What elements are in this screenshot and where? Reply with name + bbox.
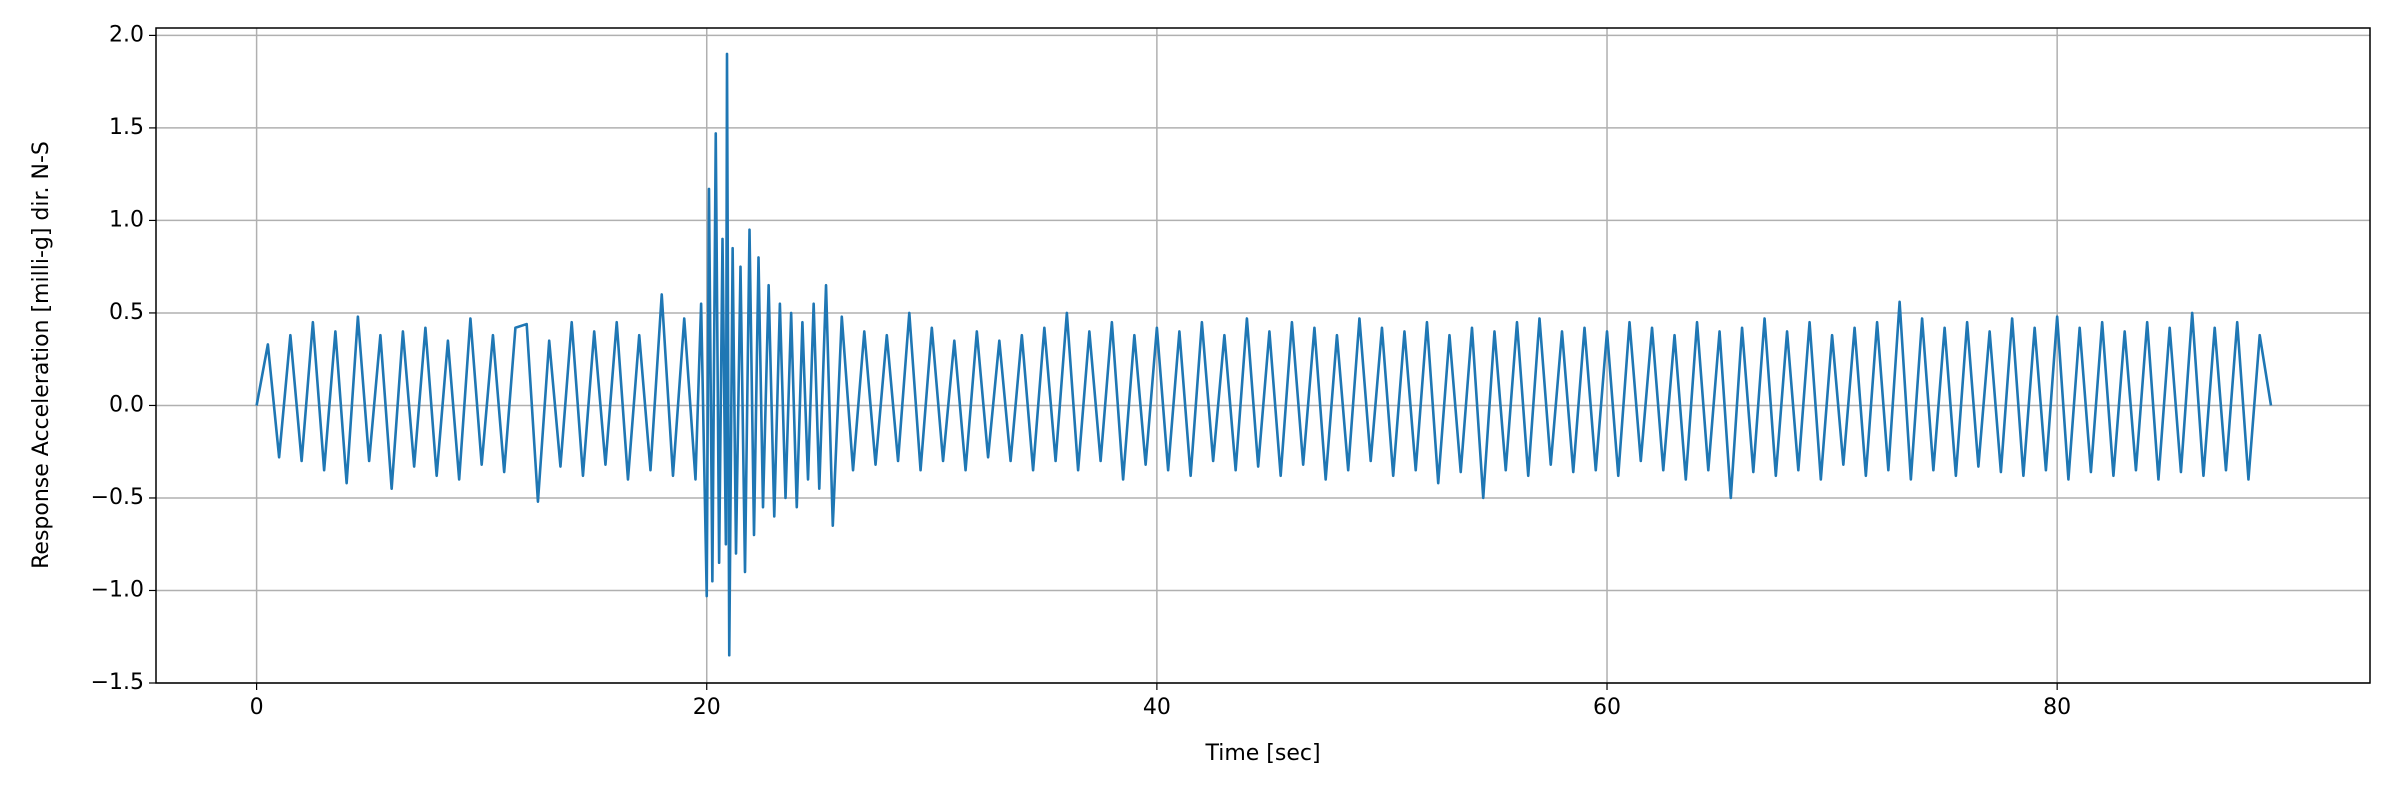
x-tick-label: 0 <box>250 695 264 720</box>
y-tick-label: 1.0 <box>109 207 144 232</box>
y-axis-label: Response Acceleration [milli-g] dir. N-S <box>29 141 54 569</box>
y-tick-label: 0.0 <box>109 392 144 417</box>
x-tick-label: 60 <box>1593 695 1621 720</box>
data-line <box>255 52 2273 657</box>
y-tick-label: −0.5 <box>91 485 144 510</box>
y-tick-label: −1.0 <box>91 577 144 602</box>
x-tick-label: 20 <box>693 695 721 720</box>
x-tick-label: 40 <box>1143 695 1171 720</box>
y-tick-label: −1.5 <box>91 670 144 695</box>
y-tick-label: 0.5 <box>109 300 144 325</box>
x-axis-label: Time [sec] <box>1204 741 1320 766</box>
y-tick-label: 1.5 <box>109 115 144 140</box>
y-tick-label: 2.0 <box>109 22 144 47</box>
plot-frame <box>155 27 2371 684</box>
x-tick-label: 80 <box>2043 695 2071 720</box>
